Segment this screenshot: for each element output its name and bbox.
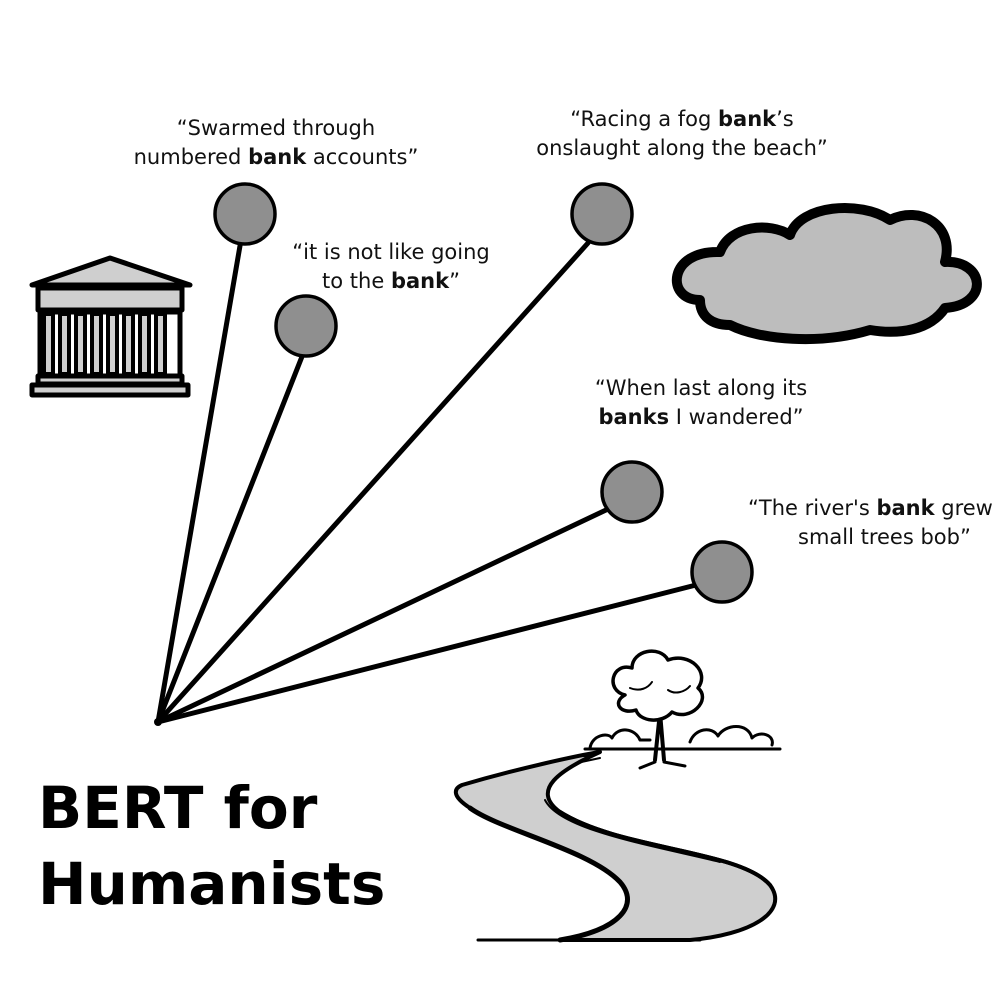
connector-line-1 bbox=[155, 237, 244, 725]
quote-2-keyword: bank bbox=[390, 269, 450, 293]
quote-fog-bank: “Racing a fog bank’s onslaught along the… bbox=[512, 105, 852, 163]
quote-3-line1-pre: “Racing a fog bbox=[570, 107, 718, 131]
node-5 bbox=[690, 540, 754, 604]
quote-1-line1: “Swarmed through bbox=[176, 116, 376, 140]
connector-line-5 bbox=[155, 582, 699, 725]
page-title: BERT for Humanists bbox=[38, 770, 418, 922]
connector-line-4 bbox=[155, 507, 609, 725]
river-landscape-icon bbox=[453, 649, 782, 943]
quote-3-keyword: bank bbox=[717, 107, 777, 131]
connector-line-3 bbox=[155, 240, 591, 725]
quote-5-line2: small trees bob” bbox=[798, 525, 971, 549]
quote-5-line1-pre: “The river's bbox=[748, 496, 877, 520]
node-1 bbox=[213, 182, 277, 246]
quote-4-line1: “When last along its bbox=[594, 376, 808, 400]
quote-5-keyword: bank bbox=[876, 496, 935, 520]
quote-5-line1-post: grew bbox=[934, 496, 993, 520]
quote-1-keyword: bank bbox=[248, 145, 307, 169]
quote-1-line2-post: accounts” bbox=[306, 145, 419, 169]
cloud-icon bbox=[671, 203, 982, 345]
quote-4-keyword: banks bbox=[598, 405, 670, 429]
quote-river-banks-wandered: “When last along its banks I wandered” bbox=[566, 374, 836, 432]
node-3 bbox=[570, 182, 634, 246]
origin-dot bbox=[154, 718, 162, 726]
quote-3-line1-post: ’s bbox=[776, 107, 794, 131]
quote-2-line2-pre: to the bbox=[322, 269, 391, 293]
node-2 bbox=[274, 294, 338, 358]
title-line2: Humanists bbox=[38, 850, 386, 918]
embedding-nodes bbox=[213, 182, 754, 604]
quote-3-line2: onslaught along the beach” bbox=[536, 136, 828, 160]
quote-2-line1: “it is not like going bbox=[292, 240, 490, 264]
quote-river-bank-trees: “The river's bank grew small trees bob” bbox=[748, 494, 1000, 552]
quote-2-line2-post: ” bbox=[449, 269, 460, 293]
quote-going-to-bank: “it is not like going to the bank” bbox=[266, 238, 516, 296]
connector-lines bbox=[155, 237, 699, 725]
connector-line-2 bbox=[155, 351, 306, 725]
quote-4-line2-post: I wandered” bbox=[669, 405, 804, 429]
node-4 bbox=[600, 460, 664, 524]
bank-building-icon bbox=[29, 255, 193, 398]
quote-1-line2-pre: numbered bbox=[133, 145, 249, 169]
title-line1: BERT for bbox=[38, 774, 318, 842]
quote-financial-accounts: “Swarmed through numbered bank accounts” bbox=[106, 114, 446, 172]
